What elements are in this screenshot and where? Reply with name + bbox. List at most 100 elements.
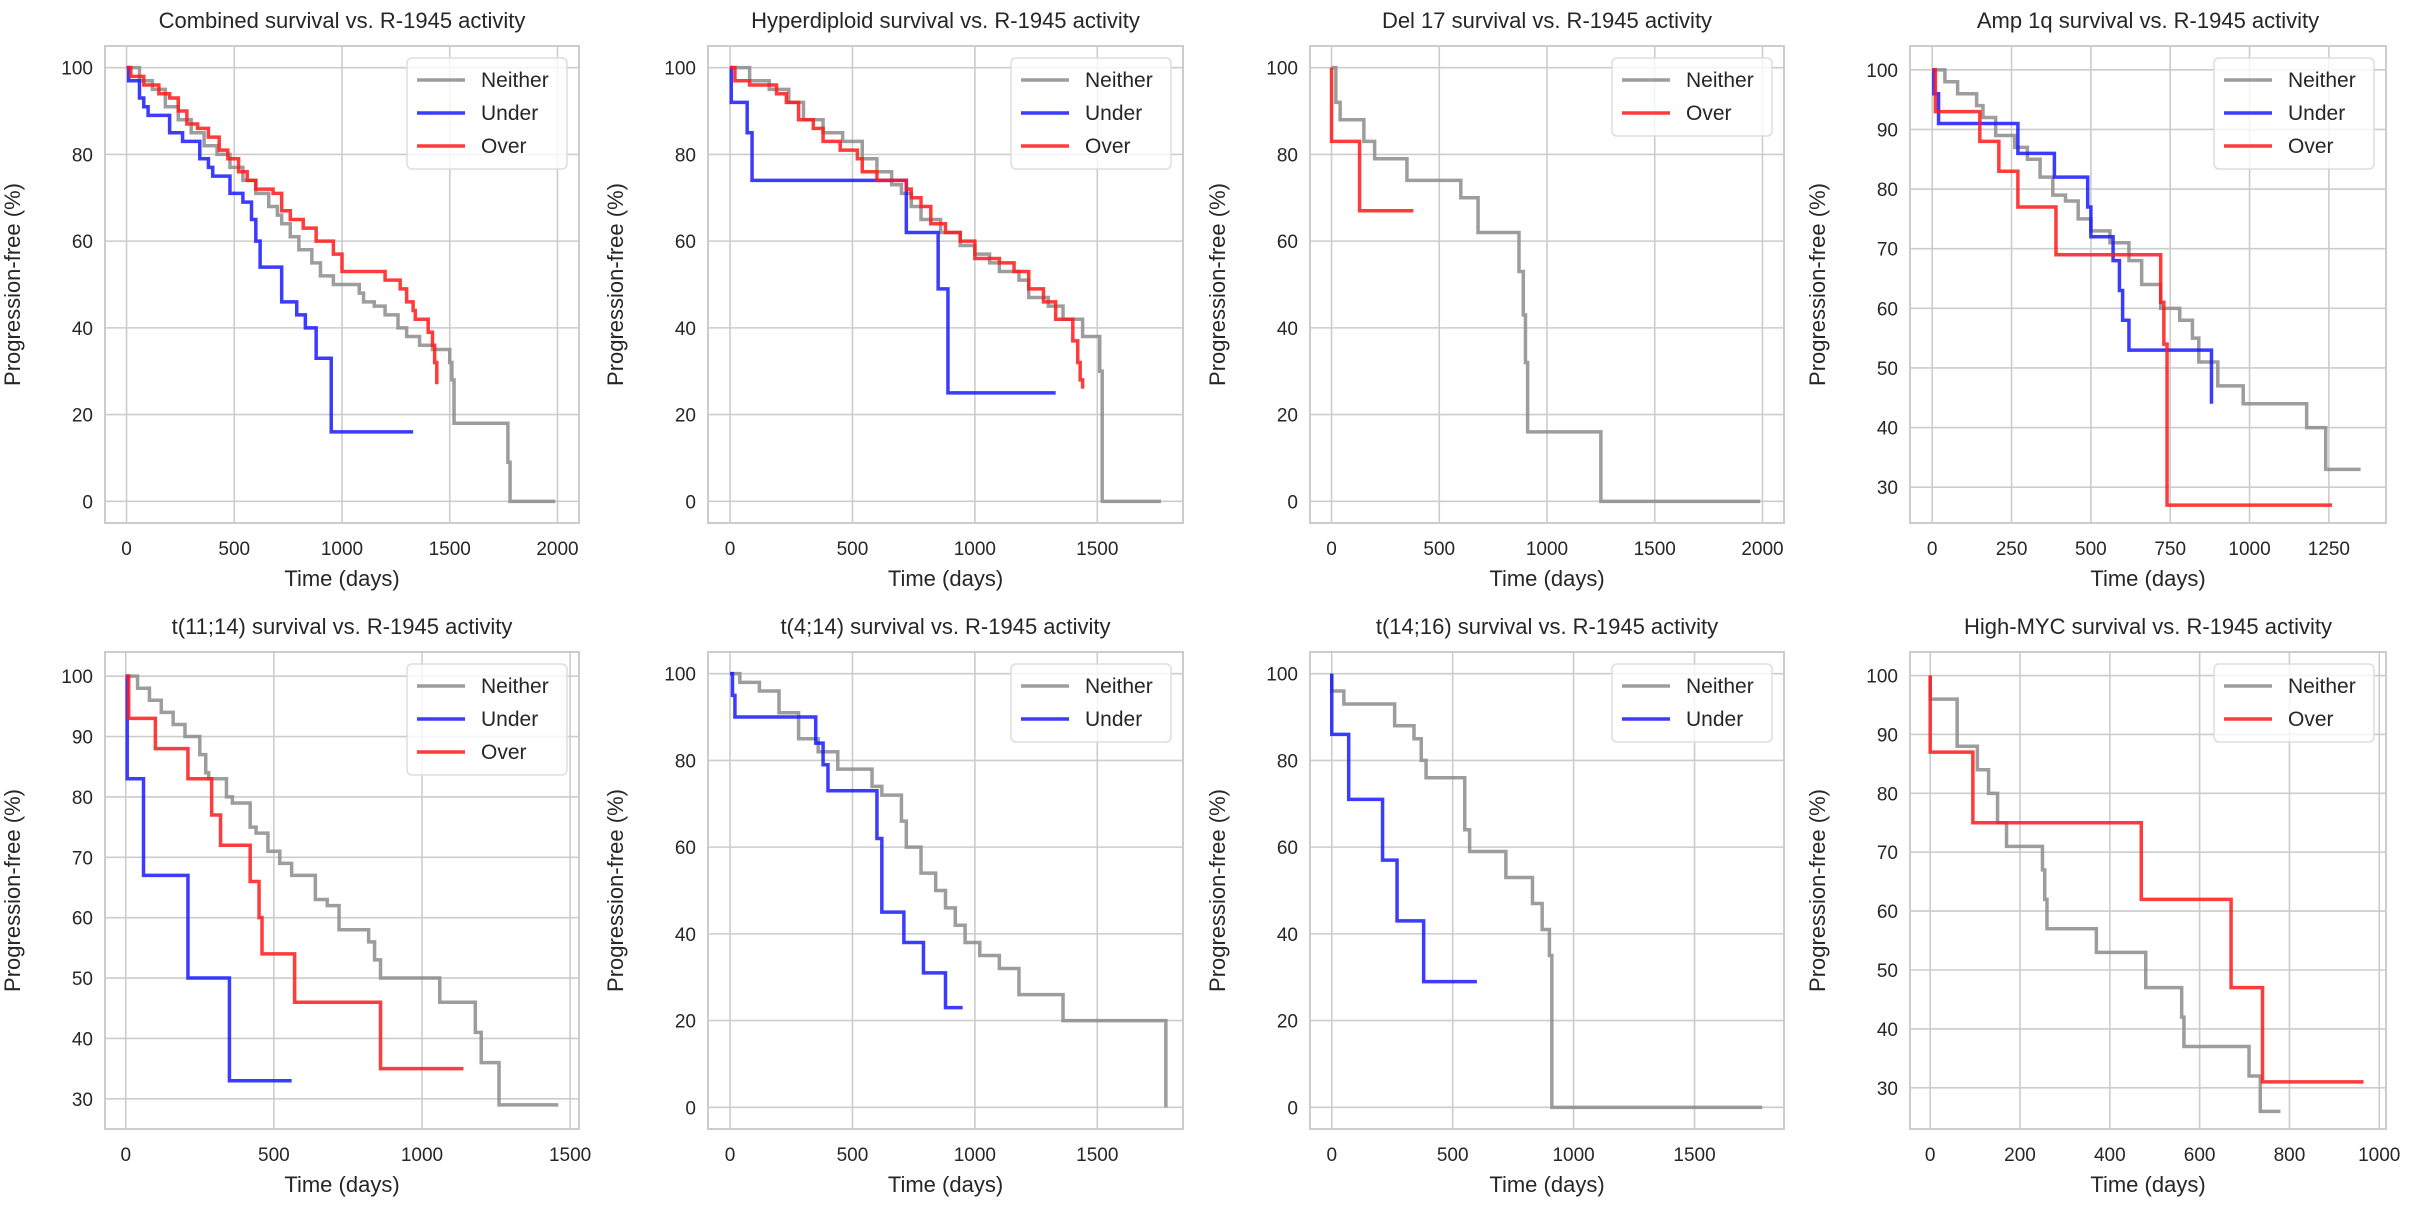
y-tick-label: 30	[72, 1090, 93, 1111]
chart-title: Amp 1q survival vs. R-1945 activity	[1977, 8, 2319, 33]
y-axis-label: Progression-free (%)	[1805, 183, 1830, 386]
x-tick-label: 1250	[2308, 539, 2350, 560]
y-tick-label: 100	[1866, 667, 1898, 688]
y-tick-label: 40	[675, 925, 696, 946]
legend: Neither Under Over	[2213, 57, 2375, 170]
y-tick-label: 90	[1877, 725, 1898, 746]
y-axis-label: Progression-free (%)	[0, 789, 25, 992]
x-tick-label: 250	[1996, 539, 2028, 560]
y-tick-label: 0	[685, 1098, 696, 1119]
series-line-under	[1932, 68, 2214, 404]
x-tick-label: 200	[2004, 1145, 2036, 1166]
chart-title: High-MYC survival vs. R-1945 activity	[1964, 614, 2332, 639]
x-tick-label: 0	[120, 1145, 131, 1166]
x-tick-label: 500	[1423, 539, 1455, 560]
series-line-over	[730, 65, 1085, 389]
legend-label-under: Under	[2288, 102, 2345, 125]
x-tick-label: 500	[218, 539, 250, 560]
y-tick-label: 100	[61, 667, 93, 688]
x-tick-label: 0	[121, 539, 132, 560]
legend-label-under: Under	[1085, 102, 1142, 125]
y-tick-label: 40	[1277, 925, 1298, 946]
x-axis-label: Time (days)	[888, 566, 1003, 591]
y-tick-label: 40	[1877, 1020, 1898, 1041]
legend-label-over: Over	[2288, 135, 2334, 158]
x-tick-label: 1500	[1076, 539, 1118, 560]
chart-title: Combined survival vs. R-1945 activity	[159, 8, 526, 33]
legend-label-under: Under	[481, 102, 538, 125]
chart-panel-6: 0 500 1000 1500 0 20 40 60 80 100 t(14;16) surviva…	[1205, 614, 1785, 1197]
axes-frame	[104, 651, 580, 1130]
y-tick-label: 100	[1866, 61, 1898, 82]
y-tick-label: 80	[675, 145, 696, 166]
y-tick-label: 0	[1287, 492, 1298, 513]
x-tick-label: 800	[2274, 1145, 2306, 1166]
x-tick-label: 1000	[1526, 539, 1568, 560]
x-tick-label: 1000	[2228, 539, 2270, 560]
x-tick-label: 1500	[1673, 1145, 1715, 1166]
y-tick-label: 0	[685, 492, 696, 513]
y-tick-label: 100	[61, 59, 93, 80]
axes-frame	[104, 45, 580, 524]
y-tick-label: 40	[72, 1029, 93, 1050]
y-tick-label: 20	[675, 1012, 696, 1033]
y-tick-label: 80	[1877, 784, 1898, 805]
chart-panel-0: 0 500 1000 1500 2000 0 20 40 60 80 100 Combined sur…	[0, 8, 580, 591]
series-line-neither	[125, 674, 559, 1107]
x-tick-label: 0	[1927, 539, 1938, 560]
legend-label-under: Under	[1686, 708, 1743, 731]
x-tick-label: 1000	[954, 1145, 996, 1166]
x-tick-label: 0	[1925, 1145, 1936, 1166]
chart-title: t(4;14) survival vs. R-1945 activity	[780, 614, 1110, 639]
series-line-neither	[1928, 675, 2281, 1114]
y-tick-label: 20	[1277, 1012, 1298, 1033]
legend: Neither Over	[1611, 57, 1773, 137]
y-tick-label: 40	[72, 319, 93, 340]
y-tick-label: 20	[1277, 406, 1298, 427]
legend: Neither Under	[1611, 663, 1773, 743]
x-tick-label: 0	[725, 1145, 736, 1166]
y-tick-label: 60	[1277, 838, 1298, 859]
y-tick-label: 100	[1266, 665, 1298, 686]
series-line-neither	[730, 671, 1168, 1108]
x-tick-label: 0	[725, 539, 736, 560]
chart-panel-7: 0 200 400 600 800 1000 30 40 50 60 70 80 90 100 High-M…	[1805, 614, 2400, 1197]
x-tick-label: 500	[1437, 1145, 1469, 1166]
y-tick-label: 20	[72, 406, 93, 427]
legend-label-over: Over	[1686, 102, 1732, 125]
y-tick-label: 40	[1877, 419, 1898, 440]
y-tick-label: 80	[72, 788, 93, 809]
x-tick-label: 1000	[321, 539, 363, 560]
x-axis-label: Time (days)	[888, 1172, 1003, 1197]
legend-label-neither: Neither	[481, 675, 549, 698]
y-tick-label: 90	[72, 728, 93, 749]
y-tick-label: 50	[1877, 961, 1898, 982]
series-line-over	[125, 674, 464, 1071]
x-tick-label: 500	[258, 1145, 290, 1166]
x-tick-label: 1000	[401, 1145, 443, 1166]
y-tick-label: 80	[72, 145, 93, 166]
chart-panel-2: 0 500 1000 1500 2000 0 20 40 60 80 100 Del 17 survi…	[1205, 8, 1785, 591]
series-line-neither	[1330, 673, 1763, 1110]
series-line-under	[125, 674, 292, 1083]
x-tick-label: 1000	[1552, 1145, 1594, 1166]
x-axis-label: Time (days)	[284, 1172, 399, 1197]
legend-label-neither: Neither	[2288, 675, 2356, 698]
y-tick-label: 100	[664, 665, 696, 686]
x-tick-label: 0	[1326, 539, 1337, 560]
legend: Neither Over	[2213, 663, 2375, 743]
x-tick-label: 0	[1326, 1145, 1337, 1166]
series-line-over	[126, 65, 439, 385]
y-tick-label: 90	[1877, 120, 1898, 141]
legend-label-under: Under	[1085, 708, 1142, 731]
legend-label-neither: Neither	[1686, 69, 1754, 92]
x-tick-label: 400	[2094, 1145, 2126, 1166]
chart-panel-3: 0 250 500 750 1000 1250 30 40 50 60 70 80 90 100 Amp 1…	[1805, 8, 2387, 591]
x-axis-label: Time (days)	[1489, 566, 1604, 591]
y-tick-label: 30	[1877, 478, 1898, 499]
y-tick-label: 80	[1277, 751, 1298, 772]
series-line-over	[1932, 68, 2333, 507]
legend-box	[1611, 663, 1773, 743]
legend-label-neither: Neither	[1686, 675, 1754, 698]
legend-label-over: Over	[1085, 135, 1131, 158]
